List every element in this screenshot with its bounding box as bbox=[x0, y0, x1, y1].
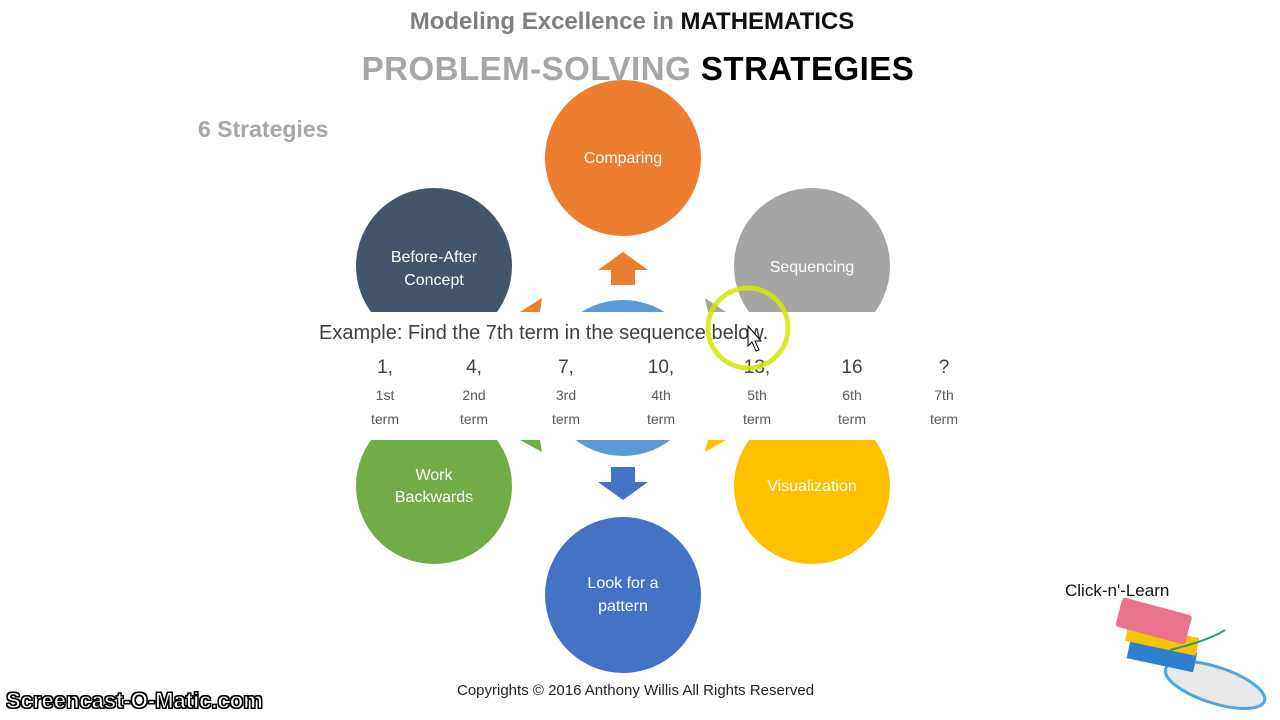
term-ordinal: 7th bbox=[934, 387, 954, 403]
term-ordinal: 5th bbox=[747, 387, 767, 403]
strategy-before-after: Before-After Concept bbox=[356, 188, 512, 344]
strategy-label: Comparing bbox=[584, 150, 662, 167]
sequence-term: 7, 3rd term bbox=[526, 357, 606, 435]
term-ordinal: 6th bbox=[842, 387, 862, 403]
term-word: term bbox=[743, 411, 771, 427]
slide-title: Modeling Excellence in MATHEMATICS bbox=[0, 8, 1264, 36]
arrow-up bbox=[598, 252, 648, 285]
term-word: term bbox=[930, 411, 958, 427]
strategy-comparing: Comparing bbox=[545, 80, 701, 236]
strategy-label: Before-After bbox=[391, 249, 478, 266]
title-prefix: Modeling Excellence in bbox=[409, 8, 681, 35]
slide-subtitle: PROBLEM-SOLVING STRATEGIES bbox=[0, 50, 1276, 88]
term-value: 1, bbox=[377, 357, 393, 378]
sequence-term: 1, 1st term bbox=[345, 357, 425, 435]
sequence-term: ? 7th term bbox=[904, 357, 984, 435]
term-word: term bbox=[552, 411, 580, 427]
copyright-notice: Copyrights © 2016 Anthony Willis All Rig… bbox=[457, 682, 815, 699]
sequence-term: 16 6th term bbox=[812, 357, 892, 435]
subtitle-prefix: PROBLEM-SOLVING bbox=[361, 50, 701, 87]
term-ordinal: 2nd bbox=[462, 387, 486, 403]
strategy-visualization: Visualization bbox=[734, 408, 890, 564]
strategy-label: Concept bbox=[404, 272, 464, 289]
sequence-term: 4, 2nd term bbox=[434, 357, 514, 435]
term-word: term bbox=[838, 411, 866, 427]
strategy-label: Visualization bbox=[767, 478, 857, 495]
subtitle-emphasis: STRATEGIES bbox=[700, 50, 915, 87]
term-word: term bbox=[371, 411, 399, 427]
term-word: term bbox=[647, 411, 675, 427]
term-ordinal: 4th bbox=[651, 387, 671, 403]
sequence-term: 10, 4th term bbox=[621, 357, 701, 435]
arrow-downright bbox=[705, 440, 726, 452]
screencast-watermark: Screencast-O-Matic.com bbox=[6, 688, 264, 714]
strategy-label: Backwards bbox=[395, 489, 473, 506]
strategy-work-backwards: Work Backwards bbox=[356, 408, 512, 564]
title-emphasis: MATHEMATICS bbox=[680, 8, 855, 35]
term-ordinal: 3rd bbox=[555, 387, 577, 403]
term-value: 4, bbox=[466, 357, 482, 378]
example-prompt: Example: Find the 7th term in the sequen… bbox=[319, 322, 769, 344]
term-value: 10, bbox=[647, 357, 675, 378]
term-ordinal: 1st bbox=[375, 387, 395, 403]
term-word: term bbox=[460, 411, 488, 427]
strategy-label: Work bbox=[415, 467, 453, 484]
strategy-label: Look for a bbox=[587, 575, 658, 592]
strategy-label: pattern bbox=[598, 598, 648, 615]
term-value: ? bbox=[938, 357, 950, 378]
brand-label: Click-n'-Learn bbox=[1065, 581, 1170, 600]
term-value: 7, bbox=[558, 357, 574, 378]
arrow-upleft bbox=[520, 298, 542, 312]
strategy-label: Sequencing bbox=[770, 259, 855, 276]
term-value: 16 bbox=[841, 357, 863, 378]
example-overlay bbox=[0, 312, 1280, 440]
arrow-downleft bbox=[520, 440, 542, 452]
section-label: 6 Strategies bbox=[198, 116, 329, 142]
arrow-down bbox=[598, 467, 648, 500]
strategy-look-for-pattern: Look for a pattern bbox=[545, 517, 701, 673]
